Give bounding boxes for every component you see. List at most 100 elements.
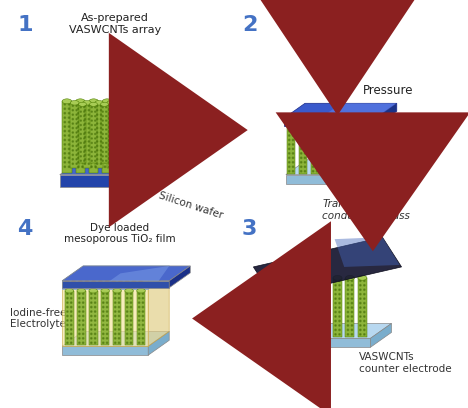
Circle shape	[360, 126, 362, 127]
Circle shape	[95, 120, 96, 121]
Circle shape	[104, 153, 106, 154]
Circle shape	[84, 154, 86, 155]
Circle shape	[122, 166, 123, 167]
Circle shape	[125, 110, 126, 111]
Circle shape	[364, 139, 366, 141]
Circle shape	[304, 153, 306, 154]
Circle shape	[91, 297, 92, 299]
Circle shape	[326, 316, 328, 317]
Circle shape	[100, 145, 102, 146]
Circle shape	[100, 150, 102, 151]
Circle shape	[348, 135, 350, 136]
Circle shape	[82, 131, 83, 132]
Polygon shape	[335, 237, 400, 267]
Circle shape	[298, 293, 299, 295]
Circle shape	[313, 162, 314, 163]
Circle shape	[364, 153, 366, 154]
Circle shape	[139, 329, 140, 330]
Circle shape	[351, 320, 352, 322]
Circle shape	[109, 166, 110, 167]
Circle shape	[113, 151, 114, 153]
Bar	[77, 291, 86, 345]
Polygon shape	[371, 324, 392, 347]
Circle shape	[135, 111, 136, 112]
Circle shape	[95, 142, 96, 144]
Circle shape	[285, 320, 286, 322]
Circle shape	[328, 144, 329, 145]
Circle shape	[364, 293, 365, 295]
Polygon shape	[60, 175, 151, 186]
Circle shape	[142, 297, 144, 299]
Circle shape	[126, 293, 128, 295]
Circle shape	[360, 284, 361, 286]
Ellipse shape	[283, 275, 292, 280]
Circle shape	[64, 131, 66, 132]
Circle shape	[84, 159, 86, 160]
Circle shape	[109, 110, 110, 111]
Circle shape	[95, 157, 96, 159]
Circle shape	[351, 302, 352, 304]
Bar	[113, 291, 121, 345]
Bar	[283, 278, 292, 337]
Circle shape	[328, 148, 329, 150]
Circle shape	[102, 315, 104, 317]
Circle shape	[82, 311, 84, 312]
Circle shape	[289, 280, 291, 282]
Circle shape	[102, 324, 104, 326]
Circle shape	[142, 311, 144, 312]
Circle shape	[124, 151, 125, 153]
Circle shape	[126, 306, 128, 308]
Circle shape	[142, 315, 144, 317]
Circle shape	[128, 124, 129, 126]
Circle shape	[300, 148, 302, 150]
Circle shape	[122, 117, 123, 118]
Circle shape	[117, 147, 118, 148]
Circle shape	[348, 126, 350, 127]
Circle shape	[364, 284, 365, 286]
Circle shape	[289, 122, 290, 123]
Circle shape	[64, 144, 66, 145]
Circle shape	[124, 115, 125, 117]
Circle shape	[104, 113, 106, 114]
Circle shape	[301, 284, 303, 286]
Circle shape	[79, 324, 80, 326]
Circle shape	[125, 132, 126, 133]
Circle shape	[328, 166, 329, 167]
Circle shape	[79, 315, 80, 317]
Circle shape	[300, 126, 302, 127]
Circle shape	[82, 113, 83, 114]
Circle shape	[314, 311, 315, 313]
Circle shape	[301, 289, 303, 290]
Circle shape	[104, 144, 106, 145]
Circle shape	[78, 139, 79, 141]
Circle shape	[121, 145, 122, 146]
Circle shape	[340, 131, 342, 132]
Circle shape	[106, 124, 107, 126]
Circle shape	[118, 311, 120, 312]
Ellipse shape	[89, 102, 97, 106]
Circle shape	[64, 113, 66, 114]
Circle shape	[339, 298, 340, 299]
Circle shape	[106, 115, 107, 117]
Circle shape	[328, 171, 329, 172]
Circle shape	[304, 126, 306, 127]
Circle shape	[113, 115, 114, 117]
Circle shape	[88, 141, 89, 142]
Circle shape	[324, 166, 326, 167]
Circle shape	[82, 297, 84, 299]
Circle shape	[128, 156, 129, 157]
Circle shape	[130, 293, 132, 295]
Circle shape	[67, 315, 68, 317]
Circle shape	[117, 104, 119, 105]
Circle shape	[360, 144, 362, 145]
Circle shape	[100, 123, 102, 124]
Circle shape	[102, 311, 104, 312]
Circle shape	[95, 306, 96, 308]
Bar	[111, 104, 119, 163]
Polygon shape	[62, 346, 148, 355]
Circle shape	[88, 118, 89, 120]
Circle shape	[128, 106, 129, 108]
Circle shape	[298, 320, 299, 322]
Ellipse shape	[123, 102, 130, 106]
Circle shape	[65, 281, 69, 285]
